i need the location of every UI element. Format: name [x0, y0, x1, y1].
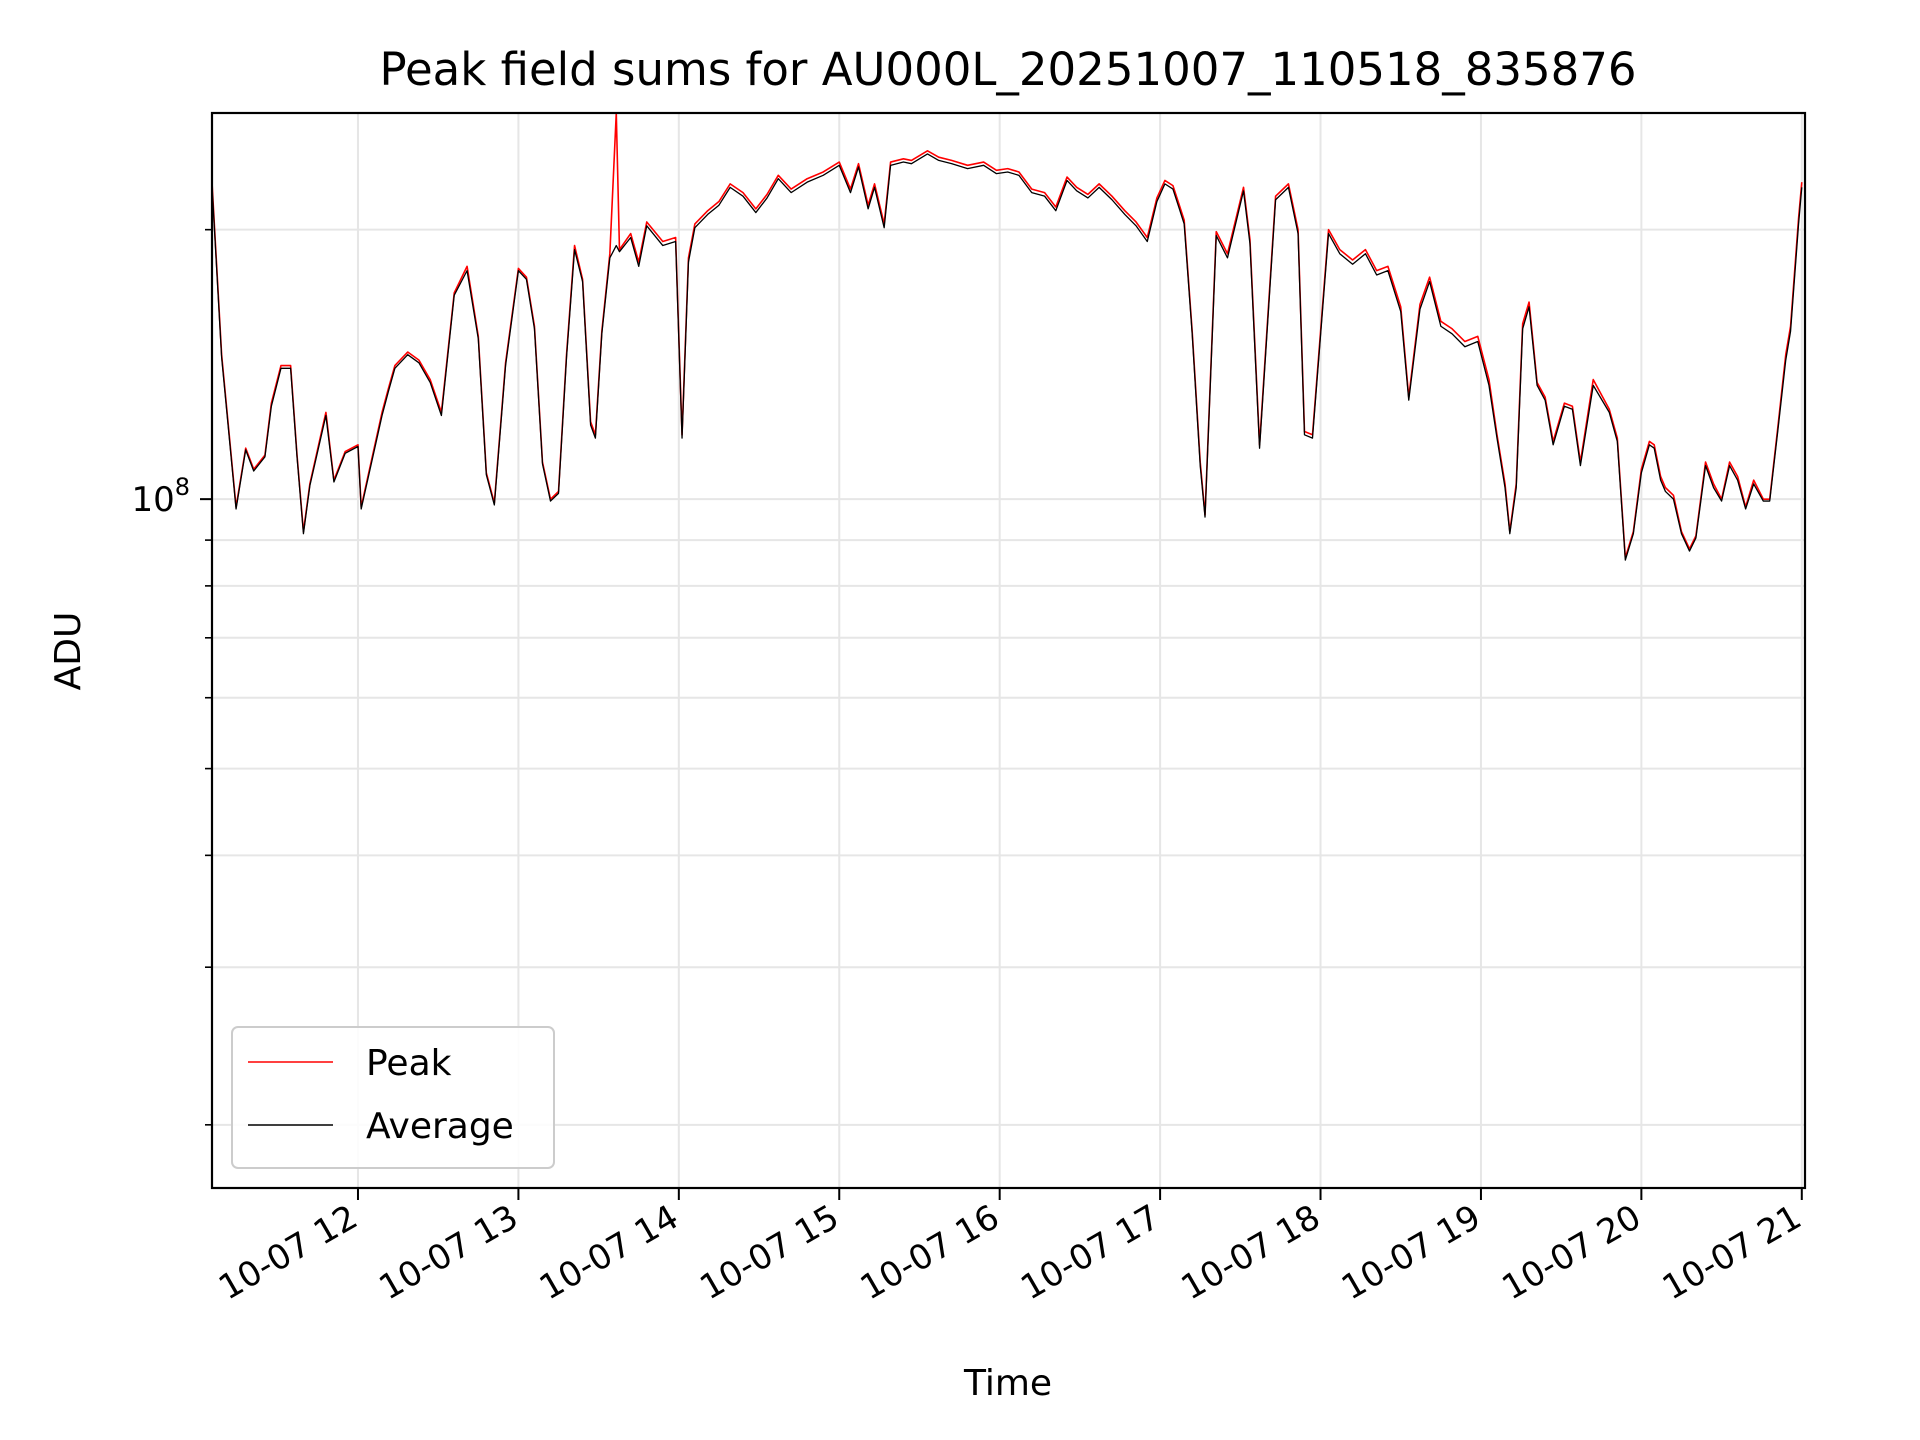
y-axis-ticks: 108 — [131, 228, 212, 1126]
legend-label-peak: Peak — [366, 1043, 452, 1084]
legend: Peak Average — [231, 1026, 555, 1169]
series-line-average — [211, 153, 1803, 561]
plot-frame — [210, 111, 1807, 1190]
chart-title: Peak field sums for AU000L_20251007_1105… — [379, 43, 1636, 96]
y-tick-label: 108 — [131, 473, 190, 520]
series-group — [211, 112, 1803, 561]
x-axis-label: Time — [963, 1363, 1052, 1404]
y-axis-label: ADU — [48, 612, 89, 691]
legend-label-average: Average — [366, 1106, 514, 1147]
grid — [212, 113, 1805, 1188]
